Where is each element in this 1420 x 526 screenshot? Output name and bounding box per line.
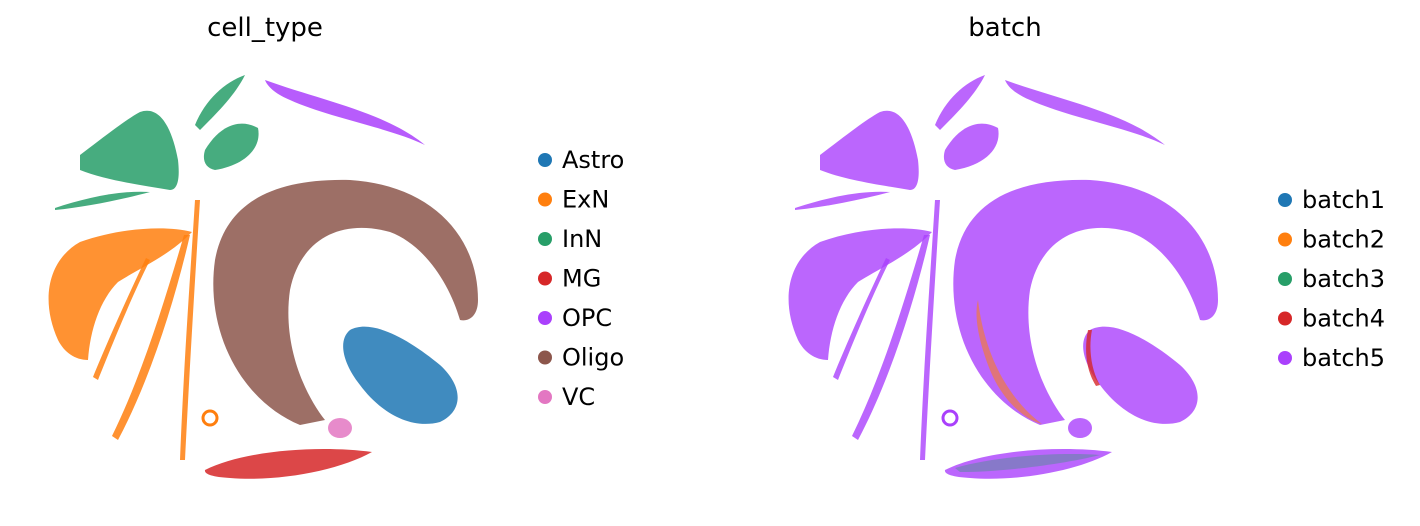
cluster-inn-tail [55,191,150,210]
legend-marker-vc [538,390,552,404]
cluster-inn-stem [935,75,985,130]
legend-marker-inn [538,232,552,246]
legend-label-batch2: batch2 [1302,226,1385,254]
legend-label-oligo: Oligo [562,344,624,372]
cluster-inn-leaf-1 [80,110,179,190]
umap-scatter-batch [788,75,1218,479]
legend-label-mg: MG [562,265,601,293]
legend-marker-batch4 [1278,311,1292,326]
legend-label-batch1: batch1 [1302,186,1385,214]
legend-marker-batch5 [1278,351,1292,365]
cluster-exn-fan [48,228,193,360]
cluster-astro [343,326,458,424]
cluster-vc [1068,418,1092,438]
legend-marker-batch2 [1278,232,1292,247]
batch4-streak [1086,330,1100,386]
legend-marker-batch3 [1278,272,1292,286]
cluster-inn-tail [795,191,890,210]
umap-scatter-cell-type [48,75,479,479]
legend-marker-opc [538,311,552,325]
legend-batch: batch1 batch2 batch3 batch4 batch5 [1278,186,1385,372]
cluster-inn-leaf-1 [820,110,919,190]
cluster-oligo [213,179,479,425]
legend-marker-batch1 [1278,193,1292,207]
cluster-inn-stem [195,75,245,130]
cluster-mg [204,449,372,479]
panel-title-cell-type: cell_type [207,13,323,43]
legend-marker-mg [538,271,552,286]
cluster-inn-leaf-2 [203,123,259,170]
legend-marker-astro [538,153,552,167]
cluster-exn-streak-2 [920,200,940,460]
cluster-exn-streak-1 [852,235,930,440]
cluster-oligo [953,179,1218,425]
legend-label-batch5: batch5 [1302,344,1385,372]
legend-label-exn: ExN [562,186,609,214]
cluster-astro [1083,326,1198,424]
cluster-exn-fan [788,228,932,360]
cluster-exn-ring [941,409,959,427]
legend-label-vc: VC [562,383,595,411]
cluster-exn-streak-2 [180,200,200,460]
panel-cell-type: cell_type Astro ExN InN MG OPC Oligo VC [48,13,624,479]
cluster-inn-leaf-2 [943,123,999,170]
panel-batch: batch batch1 batch2 batch3 batch4 batch5 [788,13,1385,479]
cluster-exn-streak-3 [833,258,890,380]
legend-cell-type: Astro ExN InN MG OPC Oligo VC [538,146,624,411]
legend-marker-oligo [538,350,552,365]
legend-label-inn: InN [562,225,602,253]
legend-marker-exn [538,192,552,207]
legend-label-astro: Astro [562,146,624,174]
cluster-vc [328,418,352,438]
panel-title-batch: batch [968,13,1041,43]
batch2-mixing-region [976,300,1042,424]
cluster-exn-ring [201,409,219,427]
legend-label-batch3: batch3 [1302,265,1385,293]
legend-label-batch4: batch4 [1302,305,1385,333]
cluster-opc [1005,80,1165,145]
legend-label-opc: OPC [562,304,612,332]
batch3-mixing-region [955,454,1100,472]
cluster-exn-streak-1 [112,235,190,440]
cluster-exn-streak-3 [93,258,150,380]
cluster-mg [944,449,1112,479]
cluster-opc [265,80,425,145]
